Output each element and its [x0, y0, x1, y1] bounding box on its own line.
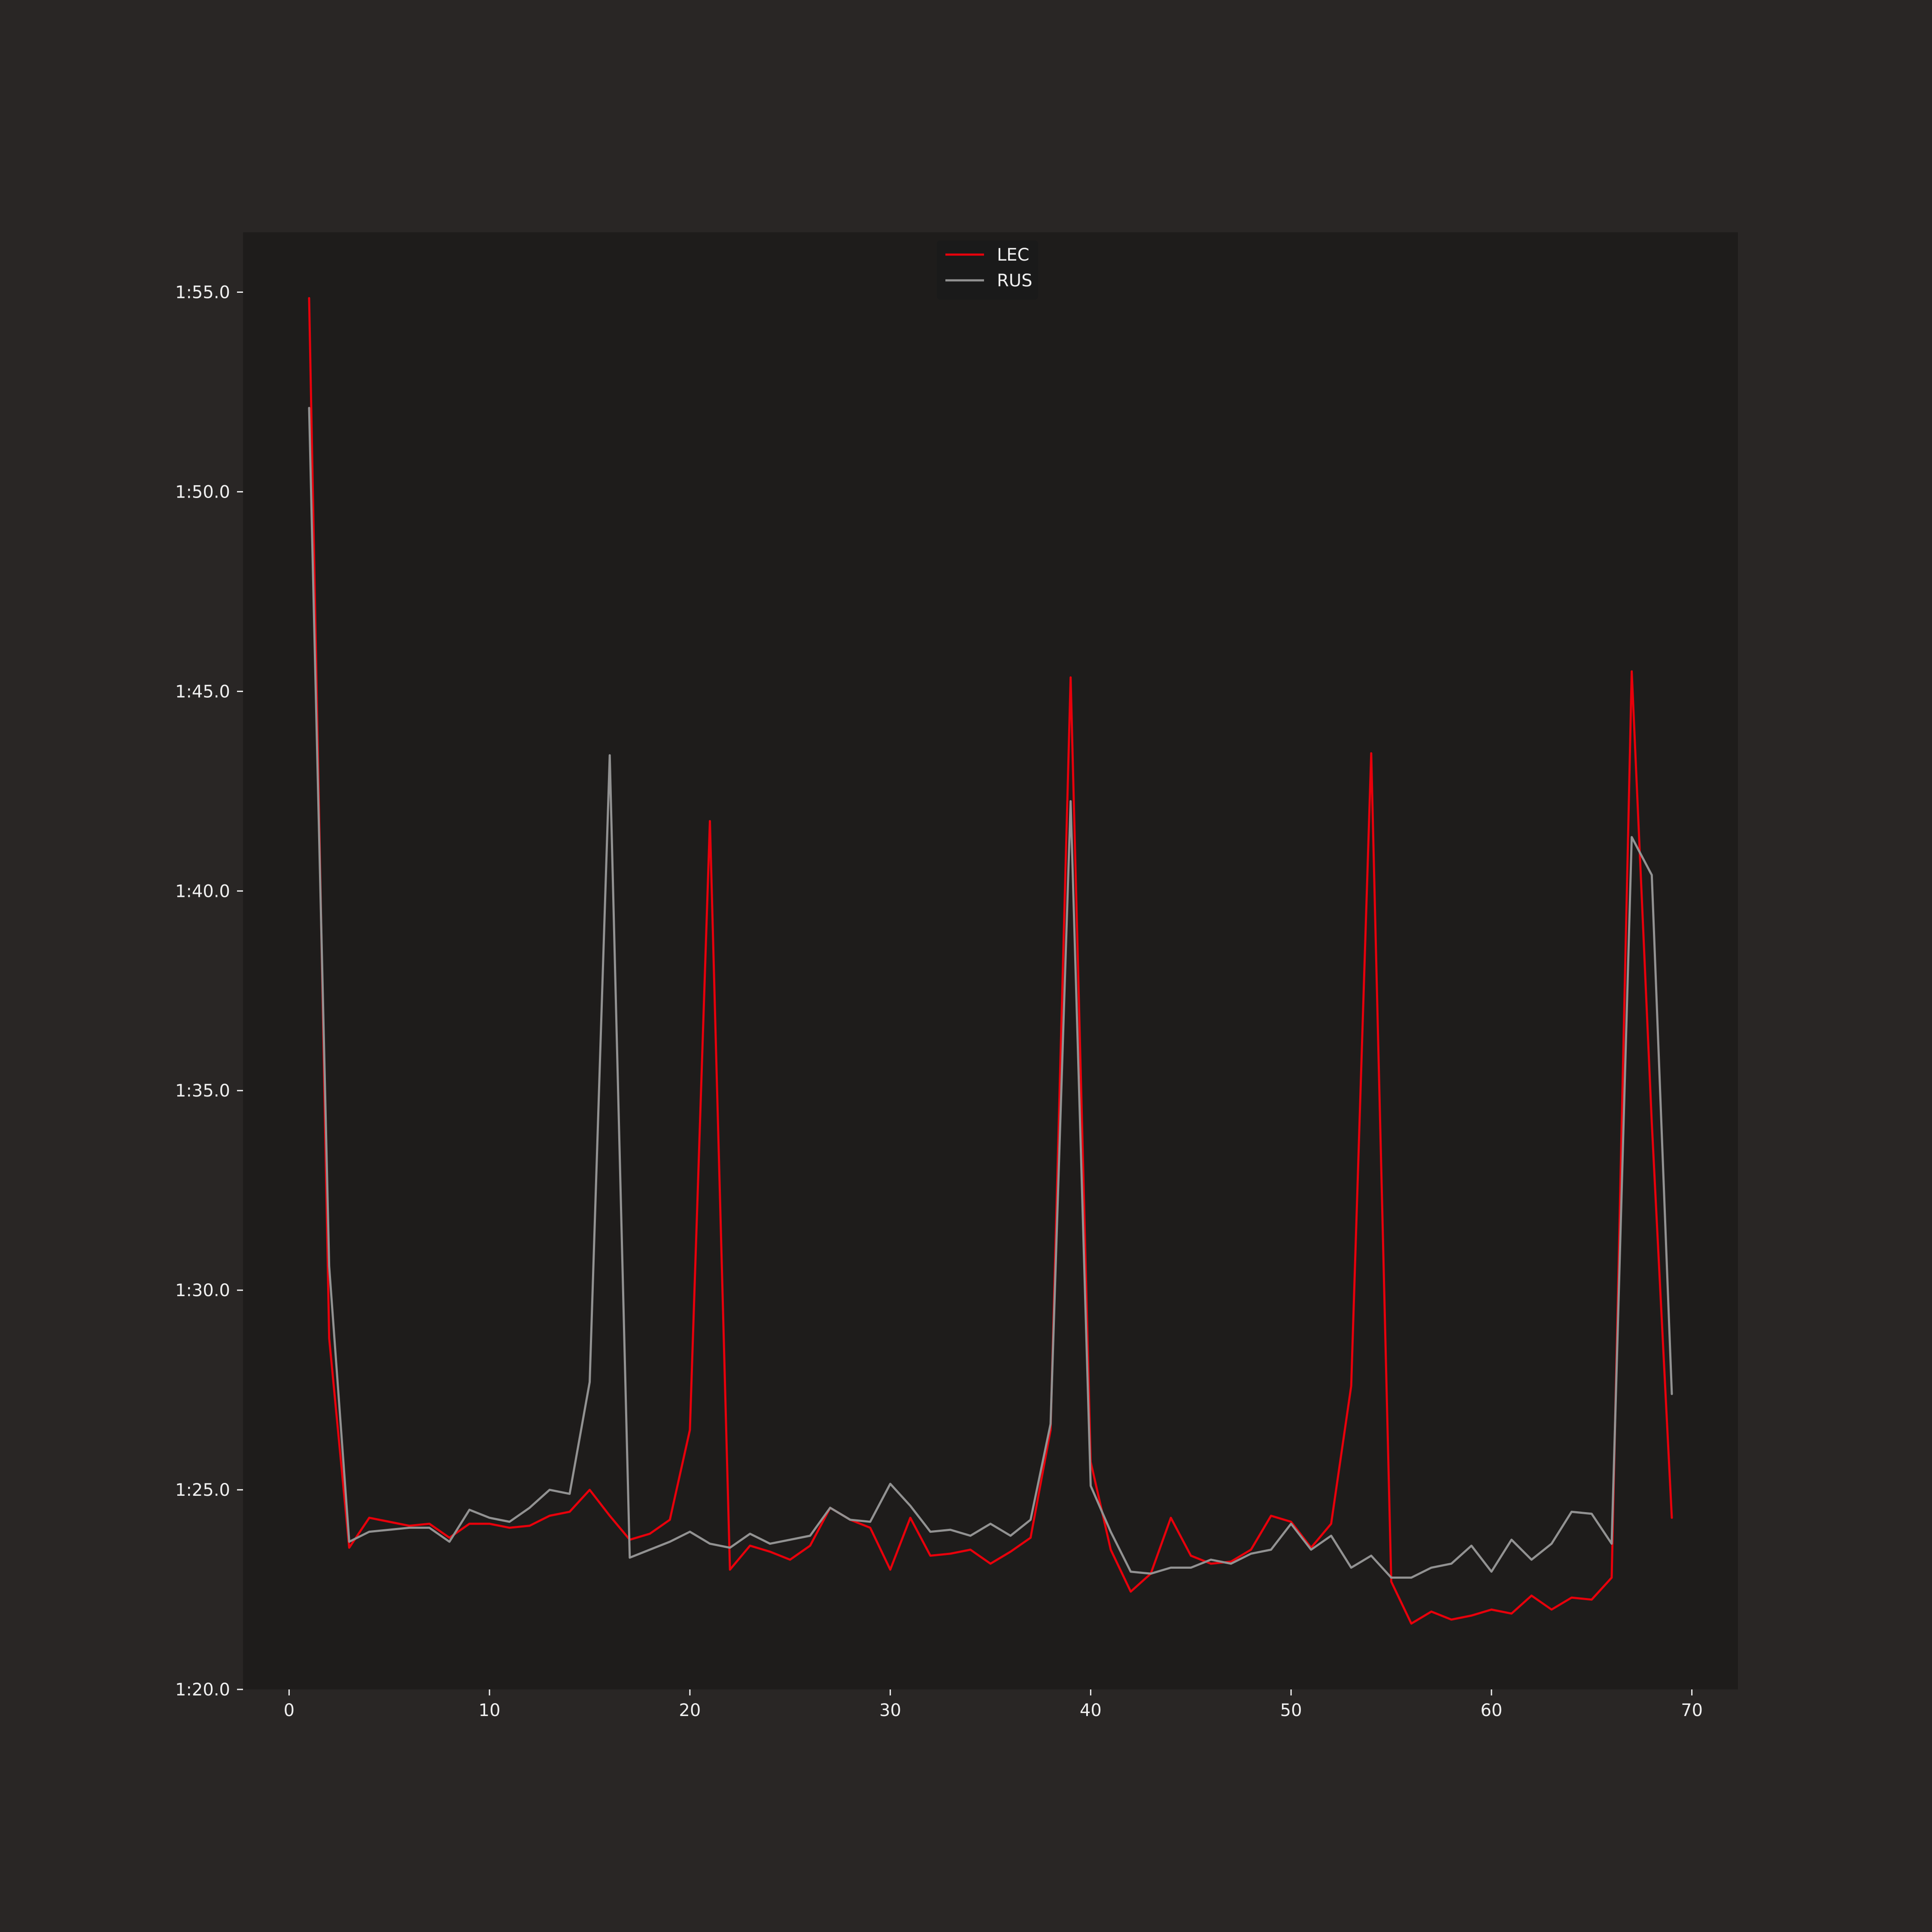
x-tick-label: 50: [1280, 1701, 1302, 1720]
y-tick-label: 1:55.0: [175, 283, 230, 302]
x-tick-label: 30: [879, 1701, 901, 1720]
legend-label-rus: RUS: [997, 271, 1032, 291]
legend: LEC RUS: [937, 240, 1038, 300]
x-tick-label: 20: [679, 1701, 701, 1720]
y-tick-label: 1:45.0: [175, 682, 230, 702]
y-tick-label: 1:20.0: [175, 1680, 230, 1700]
x-tick-label: 60: [1480, 1701, 1502, 1720]
y-tick-label: 1:30.0: [175, 1281, 230, 1300]
x-tick-label: 0: [284, 1701, 295, 1720]
y-tick-label: 1:40.0: [175, 881, 230, 901]
series-line-lec: [308, 297, 1673, 1625]
x-tick-label: 70: [1681, 1701, 1703, 1720]
x-tick-label: 40: [1080, 1701, 1102, 1720]
y-tick-label: 1:50.0: [175, 482, 230, 502]
legend-label-lec: LEC: [997, 245, 1030, 265]
plot-area: [243, 232, 1738, 1689]
series-layer: [308, 297, 1673, 1625]
y-tick-label: 1:25.0: [175, 1480, 230, 1500]
y-axis: 1:20.0 1:25.0 1:30.0 1:35.0 1:40.0 1:45.0 1:50…: [175, 283, 243, 1700]
series-line-rus: [308, 407, 1673, 1579]
x-tick-label: 10: [479, 1701, 501, 1720]
x-axis: 0 10 20 30 40 50 60 70: [284, 1689, 1703, 1720]
y-tick-label: 1:35.0: [175, 1081, 230, 1101]
